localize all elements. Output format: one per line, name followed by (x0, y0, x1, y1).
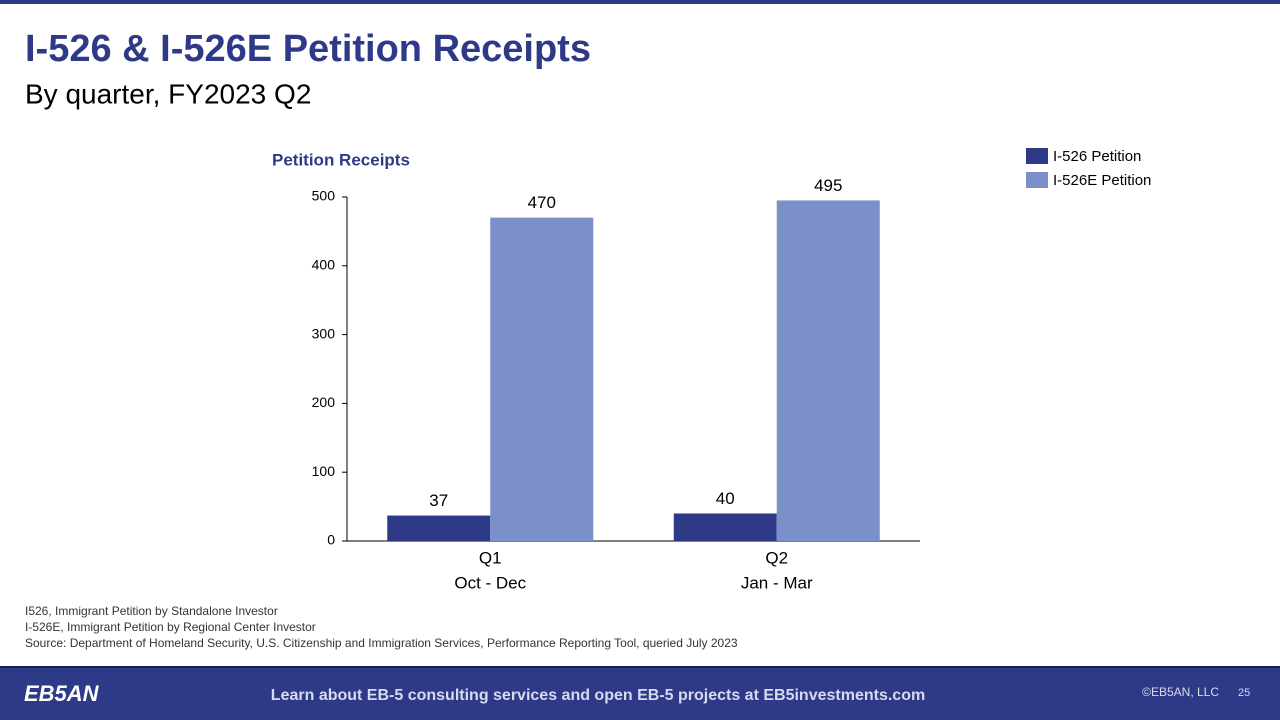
value-label: 470 (528, 193, 556, 212)
x-tick-label: Q2 (765, 548, 788, 567)
y-tick-label: 300 (312, 325, 336, 341)
bar (387, 515, 491, 541)
bar (776, 200, 880, 541)
note: I526, Immigrant Petition by Standalone I… (25, 604, 278, 618)
y-tick-label: 400 (312, 257, 336, 273)
footer-bar (0, 666, 1280, 720)
title: I-526 & I-526E Petition Receipts (25, 28, 591, 70)
footer-rule (0, 666, 1280, 668)
page-number: 25 (1238, 687, 1250, 699)
legend-label: I-526 Petition (1053, 148, 1141, 165)
x-tick-sublabel: Jan - Mar (741, 573, 813, 592)
note: Source: Department of Homeland Security,… (25, 636, 738, 650)
bar (673, 513, 777, 541)
value-label: 495 (814, 176, 842, 195)
bar (490, 217, 594, 541)
y-tick-label: 0 (327, 532, 335, 548)
subtitle: By quarter, FY2023 Q2 (25, 78, 311, 109)
x-tick-label: Q1 (479, 548, 502, 567)
y-tick-label: 500 (312, 188, 336, 204)
top-border (0, 0, 1280, 4)
footer-message[interactable]: Learn about EB-5 consulting services and… (271, 687, 925, 704)
value-label: 40 (716, 489, 735, 508)
legend-swatch (1026, 172, 1048, 188)
copyright: ©EB5AN, LLC (1142, 685, 1219, 699)
logo: EB5AN (24, 681, 100, 706)
legend-label: I-526E Petition (1053, 172, 1151, 189)
x-tick-sublabel: Oct - Dec (454, 573, 526, 592)
note: I-526E, Immigrant Petition by Regional C… (25, 620, 316, 634)
y-axis-label: Petition Receipts (272, 150, 410, 169)
value-label: 37 (429, 491, 448, 510)
y-tick-label: 100 (312, 463, 336, 479)
legend-swatch (1026, 148, 1048, 164)
y-tick-label: 200 (312, 394, 336, 410)
